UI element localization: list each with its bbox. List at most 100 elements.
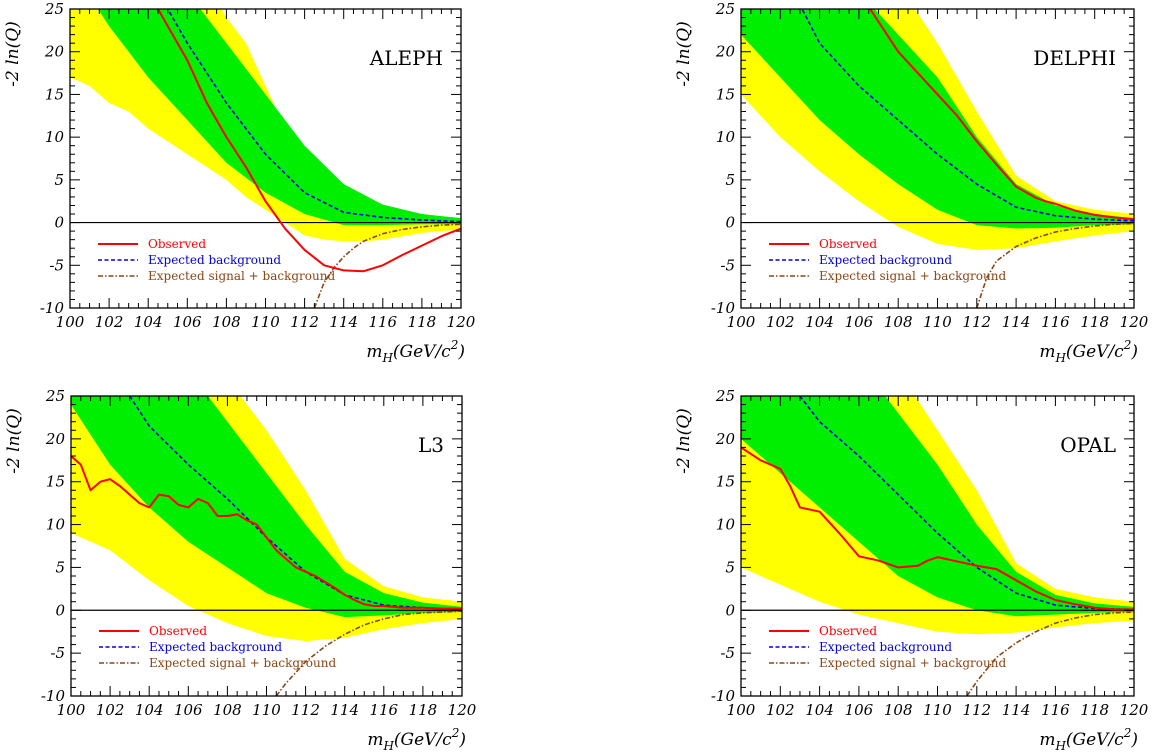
y-axis-title: -2 ln(Q) [674,21,694,87]
legend-label: Observed [819,624,877,638]
x-tick-label: 112 [290,313,319,331]
x-tick-label: 112 [962,313,991,331]
x-axis-title-m: m [1039,342,1055,362]
y-tick-label: 10 [716,128,736,146]
x-tick-label: 116 [368,313,397,331]
x-tick-label: 108 [213,701,242,719]
expected-background-line [128,396,462,611]
y-tick-label: -5 [49,256,64,274]
x-axis-title-close: ) [457,342,465,362]
chart-panel-delphi: 100 102 104 106 108 110 112 114 116 118 120-10-505… [674,0,1149,365]
x-tick-label: 104 [805,701,834,719]
y-ticks [71,395,462,697]
x-tick-label: 100 [727,701,756,719]
plot-area [741,9,1134,308]
y-ticks [70,8,461,309]
y-tick-label: -5 [50,644,65,662]
y-tick-label: 20 [44,43,65,61]
x-tick-label: 114 [330,701,359,719]
x-axis-title-close: ) [1130,342,1138,362]
x-axis-title-close: ) [458,730,466,750]
y-tick-label: 25 [44,0,64,18]
y-axis-title: -2 ln(Q) [3,21,23,87]
x-tick-label: 120 [447,313,476,331]
y-tick-label: 5 [725,171,735,189]
experiment-label: ALEPH [369,46,443,70]
x-tick-label: 104 [134,313,163,331]
y-tick-label: -5 [720,644,735,662]
experiment-label: DELPHI [1033,46,1116,70]
y-tick-label: 0 [725,214,735,232]
expected-background-line [801,9,1134,222]
x-axis-title-m: m [367,730,383,750]
observed-line [156,9,461,273]
legend-label: Expected background [148,253,281,267]
x-axis-title-units: (GeV/c [1066,342,1124,362]
x-tick-label: 116 [369,701,398,719]
x-axis-title: mH(GeV/c2) [1039,338,1138,365]
x-axis-title-m: m [1039,730,1055,750]
legend-label: Expected background [149,640,282,654]
x-tick-label: 108 [212,313,241,331]
expected-signal-background-line [275,610,462,696]
x-axis-title-power: 2 [450,338,459,352]
x-tick-label: 102 [766,701,795,719]
y-tick-label: 20 [715,43,736,61]
x-tick-label: 104 [135,701,164,719]
y-tick-label: -10 [711,687,736,705]
y-ticks [741,395,1134,697]
x-tick-label: 100 [56,313,85,331]
y-ticks [741,8,1134,309]
y-tick-label: 25 [715,0,735,18]
legend-label: Observed [149,624,207,638]
y-tick-label: 0 [54,214,64,232]
x-tick-label: 120 [1120,701,1149,719]
x-tick-label: 110 [252,701,281,719]
x-axis-title-power: 2 [451,726,460,740]
x-tick-label: 100 [727,313,756,331]
x-tick-label: 112 [291,701,320,719]
y-tick-label: -10 [40,299,65,317]
x-axis-title-m: m [366,342,382,362]
x-tick-label: 110 [923,313,952,331]
x-tick-label: 106 [174,701,203,719]
x-tick-label: 108 [884,701,913,719]
x-ticks [69,9,462,308]
y-tick-label: 10 [46,516,66,534]
x-tick-label: 120 [1120,313,1149,331]
x-tick-label: 102 [96,701,125,719]
y-tick-label: 5 [725,558,735,576]
legend-label: Expected background [819,640,952,654]
observed-line [741,446,1134,611]
x-tick-label: 114 [1002,701,1031,719]
x-axis-title-close: ) [1130,730,1138,750]
x-tick-label: 114 [329,313,358,331]
x-axis-title-sub: H [382,739,394,753]
observed-line [71,455,462,610]
x-tick-label: 114 [1002,313,1031,331]
x-axis-title: mH(GeV/c2) [367,726,466,753]
legend-label: Expected signal + background [148,269,335,283]
band-1sigma [97,9,461,226]
x-ticks [70,396,463,696]
x-axis-title-units: (GeV/c [393,342,451,362]
y-tick-label: 15 [45,85,64,103]
x-tick-label: 108 [884,313,913,331]
x-axis-title: mH(GeV/c2) [1039,726,1138,753]
legend-label: Expected background [819,253,952,267]
legend-label: Observed [819,237,877,251]
x-tick-label: 104 [805,313,834,331]
y-tick-label: -10 [711,299,736,317]
band-1sigma [741,396,1134,617]
x-tick-label: 120 [448,701,477,719]
expected-signal-background-line [966,611,1134,696]
y-tick-label: 20 [45,430,66,448]
x-tick-label: 106 [845,313,874,331]
x-axis-title-sub: H [1054,739,1066,753]
x-tick-label: 118 [409,701,438,719]
x-tick-label: 102 [766,313,795,331]
expected-background-line [799,396,1134,611]
chart-panel-opal: 100 102 104 106 108 110 112 114 116 118 120-10-505… [674,387,1149,753]
x-axis-title-sub: H [381,351,393,365]
